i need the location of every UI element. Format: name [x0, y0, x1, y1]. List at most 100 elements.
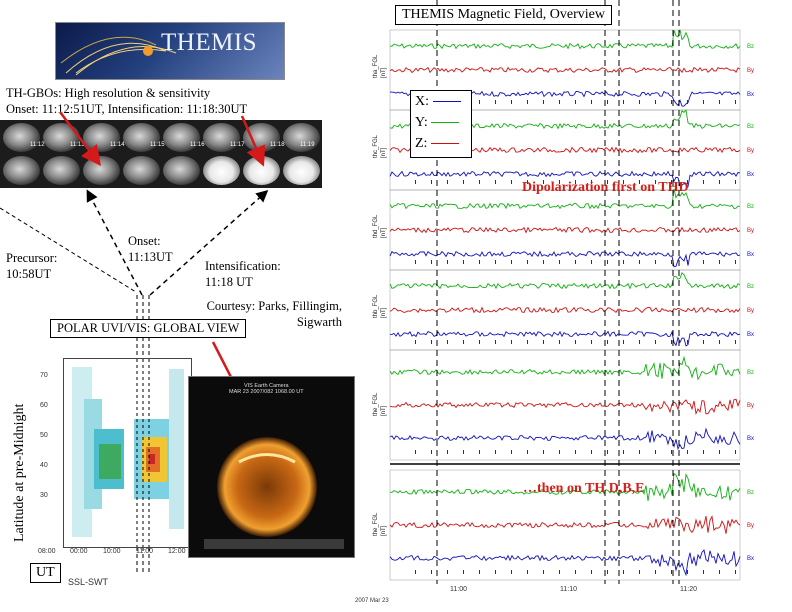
- mag-tick-mark: [479, 180, 480, 184]
- legend-y: Y:: [415, 115, 460, 131]
- mag-tick-mark: [687, 340, 688, 344]
- polar-xtick: 08:00: [38, 548, 56, 555]
- channel-label: Bz: [747, 44, 754, 50]
- mag-tick-mark: [527, 180, 528, 184]
- gbo-cell-time: 11:18: [270, 142, 285, 148]
- mag-tick-mark: [591, 180, 592, 184]
- mag-tick-mark: [575, 570, 576, 574]
- panel-ylabel: the_FGL: [373, 392, 379, 416]
- mag-tick-mark: [463, 180, 464, 184]
- mag-tick-mark: [495, 340, 496, 344]
- mag-trace: [389, 29, 741, 50]
- mag-tick-mark: [607, 100, 608, 104]
- mag-tick-mark: [719, 180, 720, 184]
- mag-field-title: THEMIS Magnetic Field, Overview: [395, 5, 612, 25]
- polar-ylabel: Latitude at pre-Midnight: [12, 403, 27, 542]
- channel-label: Bz: [747, 490, 754, 496]
- earth-image-graphic: [189, 377, 354, 557]
- mag-tick-mark: [447, 260, 448, 264]
- polar-vis-image: VIS Earth Camera MAR 23 2007/082 1068.00…: [188, 376, 355, 558]
- mag-tick-mark: [495, 180, 496, 184]
- mag-tick-mark: [719, 340, 720, 344]
- mag-trace: [389, 306, 741, 314]
- mag-tick-mark: [607, 450, 608, 454]
- mag-tick-mark: [687, 260, 688, 264]
- mag-tick-mark: [591, 570, 592, 574]
- mag-tick-mark: [591, 100, 592, 104]
- mag-tick-mark: [415, 450, 416, 454]
- mag-tick-mark: [479, 570, 480, 574]
- mag-tick-mark: [671, 570, 672, 574]
- panel-unit-label: [nT]: [381, 307, 387, 318]
- channel-label: Bx: [747, 436, 754, 442]
- mag-tick-mark: [495, 570, 496, 574]
- mag-tick-mark: [511, 100, 512, 104]
- mag-tick-mark: [719, 100, 720, 104]
- panel-ylabel: thb_FGL: [373, 294, 379, 318]
- mag-tick-mark: [543, 340, 544, 344]
- channel-label: Bx: [747, 252, 754, 258]
- mag-tick-mark: [431, 570, 432, 574]
- panel-ylabel: thd_FGL: [373, 214, 379, 238]
- mag-tick-mark: [591, 340, 592, 344]
- mag-tick-mark: [447, 570, 448, 574]
- mag-tick-mark: [703, 180, 704, 184]
- channel-label: Bz: [747, 204, 754, 210]
- legend-x-line: [432, 101, 461, 103]
- mag-tick-mark: [575, 260, 576, 264]
- mag-tick-mark: [543, 450, 544, 454]
- channel-label: Bx: [747, 92, 754, 98]
- gbo-cell-time: 11:19: [300, 142, 315, 148]
- mag-tick-mark: [735, 450, 736, 454]
- mag-tick-mark: [559, 100, 560, 104]
- mag-tick-mark: [431, 340, 432, 344]
- panel-unit-label: [nT]: [381, 147, 387, 158]
- mag-tick-mark: [447, 450, 448, 454]
- gbo-caption-line1: TH-GBOs: High resolution & sensitivity: [6, 86, 211, 100]
- mag-tick-mark: [671, 100, 672, 104]
- polar-xtick: 12:00: [168, 548, 186, 555]
- mag-tick-mark: [687, 450, 688, 454]
- panel-unit-label: [nT]: [381, 227, 387, 238]
- channel-label: Bx: [747, 556, 754, 562]
- mag-tick-mark: [463, 450, 464, 454]
- mag-trace: [389, 170, 741, 188]
- mag-tick-mark: [687, 570, 688, 574]
- legend-y-line: [431, 122, 460, 124]
- mag-tick-mark: [719, 570, 720, 574]
- mag-tick-mark: [655, 100, 656, 104]
- channel-label: By: [747, 68, 754, 74]
- mag-tick-mark: [511, 340, 512, 344]
- mag-tick-mark: [703, 260, 704, 264]
- mag-tick-mark: [495, 450, 496, 454]
- channel-label: By: [747, 403, 754, 409]
- mag-tick-mark: [575, 180, 576, 184]
- mag-tick-mark: [639, 260, 640, 264]
- mag-tick-mark: [463, 260, 464, 264]
- gbo-caption: TH-GBOs: High resolution & sensitivity O…: [6, 85, 247, 117]
- panel-unit-label: [nT]: [381, 525, 387, 536]
- mag-tick-mark: [671, 340, 672, 344]
- panel-unit-label: [nT]: [381, 405, 387, 416]
- mag-tick-mark: [735, 570, 736, 574]
- mag-tick-mark: [687, 100, 688, 104]
- channel-label: Bx: [747, 332, 754, 338]
- polar-xtick: 11:00: [136, 548, 153, 555]
- mag-tick-mark: [463, 340, 464, 344]
- mag-trace: [389, 398, 741, 416]
- mag-tick-mark: [655, 340, 656, 344]
- mag-tick-mark: [623, 450, 624, 454]
- mag-tick-mark: [511, 450, 512, 454]
- mag-tick-mark: [463, 570, 464, 574]
- mag-tick-mark: [511, 180, 512, 184]
- mag-tick-mark: [431, 180, 432, 184]
- channel-label: By: [747, 228, 754, 234]
- ssl-label: SSL-SWT: [68, 577, 109, 587]
- channel-label: Bx: [747, 172, 754, 178]
- mag-trace: [389, 472, 741, 501]
- mag-trace: [389, 330, 741, 347]
- channel-label: By: [747, 523, 754, 529]
- mag-tick-mark: [735, 100, 736, 104]
- polar-ytick: 30: [40, 492, 48, 499]
- mag-tick-mark: [559, 340, 560, 344]
